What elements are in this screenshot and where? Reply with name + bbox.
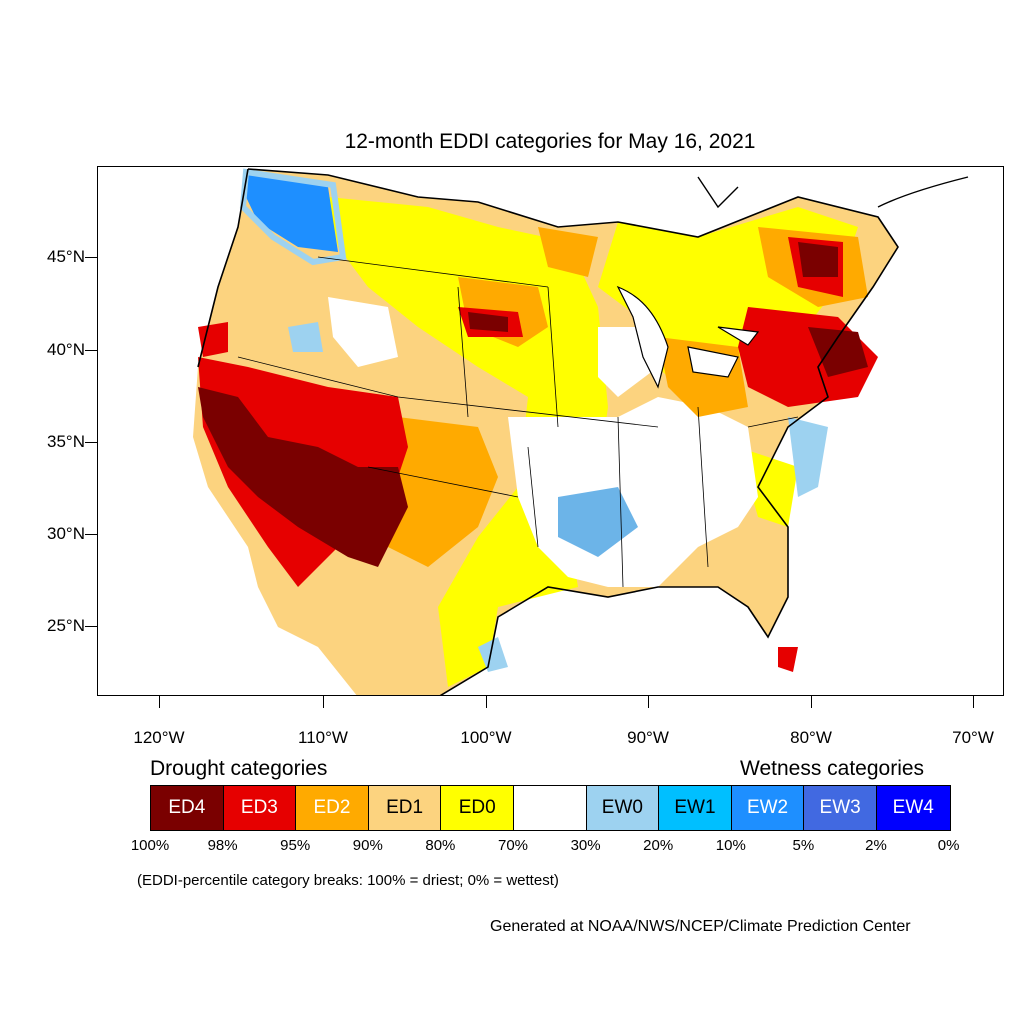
credit-text: Generated at NOAA/NWS/NCEP/Climate Predi…	[490, 918, 911, 935]
region-neutral	[328, 297, 398, 367]
lon-label-100: 100°W	[460, 728, 512, 747]
region-ew0	[788, 417, 828, 497]
legend-box-ew0: EW0	[586, 786, 660, 830]
region-ed4	[808, 327, 868, 377]
percent-label: 90%	[352, 837, 383, 854]
region-ed3	[198, 322, 228, 357]
map-title: 12-month EDDI categories for May 16, 202…	[344, 130, 756, 153]
legend-box-ew4: EW4	[876, 786, 950, 830]
lat-tick	[85, 626, 97, 627]
lon-tick	[811, 696, 812, 708]
category-legend: ED4 ED3 ED2 ED1 ED0 EW0 EW1 EW2 EW3 EW4	[150, 785, 951, 831]
lon-tick	[648, 696, 649, 708]
us-outline	[197, 168, 899, 695]
percent-label: 5%	[792, 837, 815, 854]
percent-label: 10%	[715, 837, 746, 854]
eddi-map	[97, 166, 1004, 696]
map-canvas	[193, 168, 969, 695]
percent-label: 30%	[570, 837, 601, 854]
percent-label: 100%	[130, 837, 170, 854]
legend-box-ew2: EW2	[731, 786, 805, 830]
wetness-categories-title: Wetness categories	[740, 757, 925, 780]
canada-coast	[697, 176, 969, 209]
lat-label-30: 30°N	[47, 524, 85, 543]
legend-box-ew3: EW3	[804, 786, 877, 830]
lat-label-40: 40°N	[47, 340, 85, 359]
legend-box-ed4: ED4	[151, 786, 224, 830]
lat-label-45: 45°N	[47, 247, 85, 266]
lat-tick	[85, 534, 97, 535]
percent-label: 20%	[643, 837, 674, 854]
legend-box-ed0: ED0	[441, 786, 514, 830]
region-ew0	[239, 168, 347, 266]
lat-tick	[85, 442, 97, 443]
region-ed2	[538, 227, 598, 277]
lon-label-70: 70°W	[952, 728, 994, 747]
lon-label-90: 90°W	[627, 728, 669, 747]
legend-box-ed2: ED2	[296, 786, 369, 830]
region-ew1	[558, 487, 638, 557]
lat-label-25: 25°N	[47, 616, 85, 635]
region-ew1	[246, 172, 338, 252]
region-ed4	[468, 312, 508, 332]
percent-label: 2%	[865, 837, 887, 854]
region-ew0	[478, 637, 508, 672]
lon-label-110: 110°W	[298, 728, 348, 747]
lon-tick	[486, 696, 487, 708]
region-ew0	[288, 322, 323, 352]
legend-box-ed3: ED3	[223, 786, 297, 830]
lat-tick	[85, 257, 97, 258]
state-lines	[237, 256, 799, 588]
region-ed4	[798, 242, 838, 277]
region-ed4	[198, 387, 408, 567]
legend-box-ed1: ED1	[368, 786, 442, 830]
category-note: (EDDI-percentile category breaks: 100% =…	[137, 872, 559, 889]
percent-label: 70%	[497, 837, 529, 854]
great-lakes	[616, 285, 760, 389]
region-ed3	[778, 647, 798, 672]
lon-tick	[323, 696, 324, 708]
legend-box-ew1: EW1	[659, 786, 732, 830]
percent-label: 98%	[207, 837, 238, 854]
percent-label: 0%	[937, 837, 960, 854]
lat-tick	[85, 350, 97, 351]
legend-box-neutral	[513, 786, 587, 830]
percent-label: 80%	[425, 837, 456, 854]
lon-label-80: 80°W	[790, 728, 832, 747]
lon-tick	[973, 696, 974, 708]
percent-label: 95%	[280, 837, 311, 854]
lon-tick	[159, 696, 160, 708]
lon-label-120: 120°W	[133, 728, 185, 747]
lat-label-35: 35°N	[47, 432, 85, 451]
drought-categories-title: Drought categories	[150, 757, 328, 780]
